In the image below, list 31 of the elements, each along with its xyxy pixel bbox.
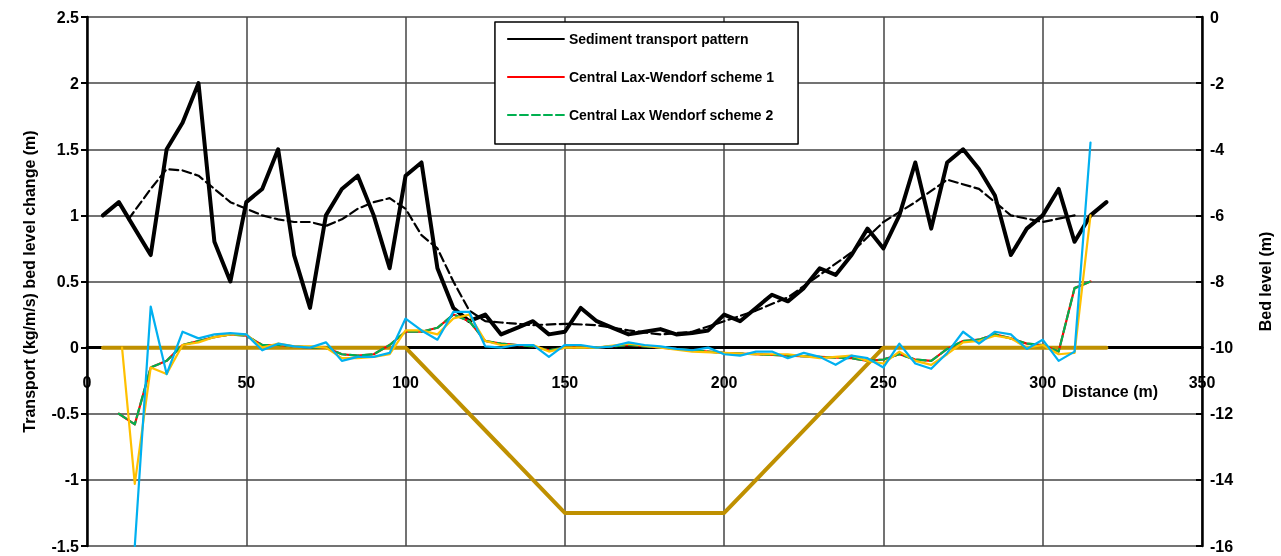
y-tick-label: 0.5 <box>56 273 80 290</box>
legend-label: Central Lax-Wendorf scheme 1 <box>568 69 775 85</box>
y-tick-label: 2 <box>70 74 80 92</box>
y2-tick-label: 0 <box>1210 8 1219 26</box>
x-tick-label: 250 <box>870 373 897 391</box>
x-tick-label: 150 <box>551 373 579 391</box>
x-tick-label: 50 <box>237 373 256 391</box>
y-tick-label: -1 <box>64 471 80 489</box>
y2-tick-label: -10 <box>1210 339 1234 357</box>
x-tick-label: 100 <box>392 373 420 391</box>
y2-tick-label: -6 <box>1210 206 1225 224</box>
y-tick-label: 1 <box>70 206 80 224</box>
y-tick-label: 1.5 <box>56 140 80 158</box>
y2-tick-label: -14 <box>1210 471 1234 489</box>
y-axis-title: Transport (kg/m/s) bed level change (m) <box>20 130 38 433</box>
legend-label: Central Lax Wendorf scheme 2 <box>568 107 774 123</box>
y2-tick-label: -8 <box>1210 273 1225 290</box>
y-tick-label: 2.5 <box>56 8 80 26</box>
y-tick-label: -1.5 <box>51 537 80 555</box>
y2-tick-label: -16 <box>1210 537 1234 555</box>
y-tick-label: -0.5 <box>51 405 80 423</box>
x-axis-title: Distance (m) <box>1062 383 1159 401</box>
y2-tick-label: -12 <box>1210 405 1234 423</box>
line-series <box>100 81 1109 337</box>
y-tick-label: 0 <box>70 339 80 357</box>
x-tick-label: 300 <box>1029 373 1057 391</box>
y2-axis-title: Bed level (m) <box>1256 231 1274 332</box>
x-tick-label: 200 <box>710 373 738 391</box>
y2-tick-label: -2 <box>1210 74 1225 92</box>
y2-tick-label: -4 <box>1210 140 1225 158</box>
legend-label: Sediment transport pattern <box>568 31 749 47</box>
